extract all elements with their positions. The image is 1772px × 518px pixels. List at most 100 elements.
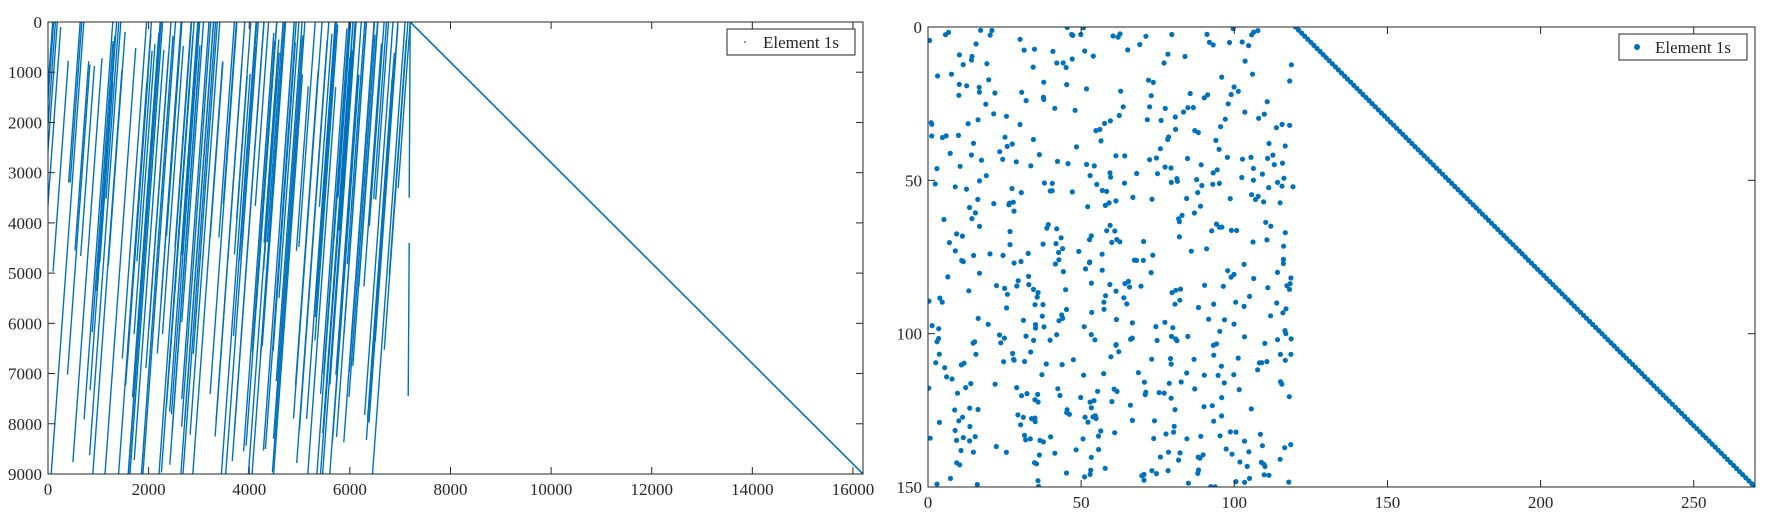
nonzero-point xyxy=(1129,320,1135,326)
nonzero-point xyxy=(997,149,1003,155)
nonzero-point xyxy=(1054,332,1060,338)
nonzero-point xyxy=(948,71,955,77)
nonzero-point xyxy=(1041,79,1047,85)
nonzero-point xyxy=(1064,27,1070,31)
nonzero-point xyxy=(1288,336,1294,342)
nonzero-point xyxy=(1286,286,1293,292)
nonzero-point xyxy=(1106,200,1112,206)
nonzero-point xyxy=(1168,395,1174,401)
nonzero-point xyxy=(983,101,989,107)
nonzero-segment xyxy=(307,87,337,474)
nonzero-point xyxy=(1173,287,1179,293)
nonzero-segment xyxy=(133,43,156,334)
nonzero-point xyxy=(998,340,1004,346)
nonzero-point xyxy=(1094,181,1100,187)
nonzero-segment xyxy=(363,43,383,287)
nonzero-point xyxy=(1040,302,1046,308)
nonzero-point xyxy=(1120,104,1126,110)
nonzero-point xyxy=(1002,134,1008,140)
nonzero-point xyxy=(1056,249,1062,256)
nonzero-point xyxy=(1282,328,1288,334)
nonzero-point xyxy=(1286,479,1292,485)
nonzero-point xyxy=(1266,185,1272,191)
nonzero-point xyxy=(1111,386,1117,392)
nonzero-point xyxy=(1112,228,1118,234)
nonzero-point xyxy=(1063,64,1069,71)
nonzero-point xyxy=(1103,293,1109,299)
nonzero-point xyxy=(1158,117,1164,124)
y-tick-label: 7000 xyxy=(8,365,42,384)
nonzero-point xyxy=(1239,174,1245,181)
nonzero-point xyxy=(1226,39,1233,46)
nonzero-point xyxy=(1165,468,1171,474)
nonzero-point xyxy=(1221,317,1228,323)
nonzero-point xyxy=(936,326,942,332)
nonzero-point xyxy=(1081,372,1087,378)
nonzero-point xyxy=(928,385,932,391)
x-tick-label: 2000 xyxy=(132,480,166,499)
x-tick-label: 6000 xyxy=(333,480,367,499)
nonzero-point xyxy=(1107,222,1113,228)
nonzero-point xyxy=(1000,156,1006,162)
nonzero-point xyxy=(1199,182,1205,189)
nonzero-point xyxy=(1166,134,1172,140)
nonzero-point xyxy=(1027,436,1033,442)
nonzero-point xyxy=(1248,406,1254,412)
nonzero-segment xyxy=(156,36,181,354)
nonzero-point xyxy=(1050,48,1056,55)
nonzero-segment xyxy=(332,22,354,303)
nonzero-segment xyxy=(52,60,69,272)
nonzero-segment xyxy=(261,22,287,347)
nonzero-segment xyxy=(255,22,278,309)
nonzero-point xyxy=(1162,319,1168,325)
nonzero-point xyxy=(1116,349,1122,355)
nonzero-point xyxy=(991,201,997,207)
nonzero-point xyxy=(1113,316,1119,323)
nonzero-point xyxy=(1271,162,1277,168)
nonzero-point xyxy=(1086,237,1093,243)
nonzero-point xyxy=(1070,32,1076,39)
nonzero-point xyxy=(1052,261,1058,267)
nonzero-point xyxy=(1000,252,1006,258)
nonzero-point xyxy=(1218,124,1224,130)
nonzero-point xyxy=(1063,306,1070,313)
nonzero-point xyxy=(1277,200,1283,206)
nonzero-point xyxy=(934,166,940,172)
nonzero-segment xyxy=(124,33,152,386)
nonzero-point xyxy=(947,475,954,481)
nonzero-point xyxy=(946,240,953,246)
nonzero-point xyxy=(1198,162,1204,168)
nonzero-point xyxy=(1144,117,1150,123)
nonzero-point xyxy=(1141,238,1147,245)
nonzero-point xyxy=(1274,300,1280,306)
nonzero-point xyxy=(1255,367,1261,373)
nonzero-point xyxy=(1099,267,1105,273)
nonzero-segment xyxy=(129,22,164,474)
nonzero-point xyxy=(1287,281,1293,287)
y-ticks-zoom: 0 50 100 150 xyxy=(897,18,1755,497)
x-tick-label: 0 xyxy=(924,493,933,512)
nonzero-segment xyxy=(368,52,396,405)
axes-frame-full xyxy=(47,21,864,475)
nonzero-point xyxy=(1184,370,1190,376)
nonzero-point xyxy=(1055,386,1061,392)
nonzero-point xyxy=(1080,436,1086,442)
nonzero-point xyxy=(1228,227,1234,233)
nonzero-point xyxy=(1020,414,1026,420)
nonzero-point xyxy=(960,62,966,68)
nonzero-point xyxy=(1191,356,1197,362)
nonzero-point xyxy=(1147,157,1153,163)
nonzero-point xyxy=(1233,429,1239,435)
nonzero-segment xyxy=(133,49,165,461)
nonzero-segment xyxy=(272,74,304,474)
nonzero-segment xyxy=(145,53,170,369)
y-tick-label: 1000 xyxy=(8,63,42,82)
nonzero-point xyxy=(1143,33,1149,39)
nonzero-point xyxy=(1082,414,1088,420)
nonzero-point xyxy=(1282,445,1288,451)
nonzero-segment xyxy=(259,22,286,357)
nonzero-point xyxy=(954,390,961,396)
x-tick-label: 100 xyxy=(1222,493,1248,512)
nonzero-point xyxy=(1092,337,1098,343)
nonzero-point xyxy=(1236,387,1242,393)
